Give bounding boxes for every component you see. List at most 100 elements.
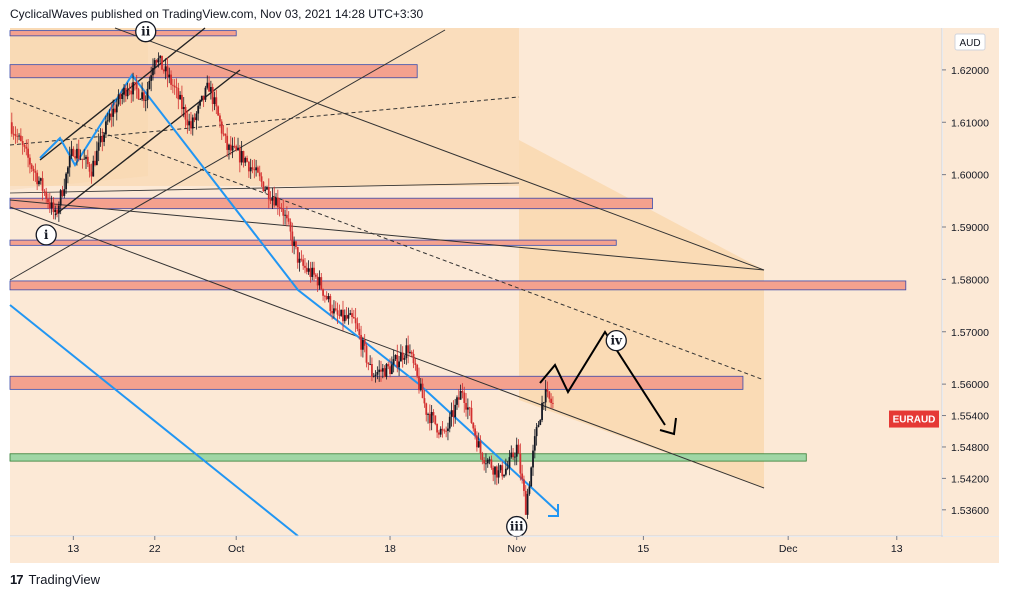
candle-body: [260, 176, 263, 182]
candle-body: [533, 436, 536, 451]
candle-body: [305, 267, 308, 272]
candle-body: [503, 474, 505, 477]
candle-body: [412, 353, 415, 364]
candle-body: [103, 134, 106, 142]
candle-body: [264, 189, 267, 192]
candle-body: [282, 208, 285, 216]
tradingview-footer[interactable]: 17 TradingView: [10, 572, 100, 587]
candle-body: [541, 402, 543, 421]
candle-body: [336, 310, 339, 315]
candle-body: [79, 158, 82, 160]
candle-body: [492, 467, 495, 475]
candle-body: [325, 295, 328, 300]
candle-body: [148, 80, 151, 89]
candle-body: [371, 363, 373, 377]
candle-body: [240, 151, 243, 163]
candle-body: [448, 416, 451, 429]
candle-body: [514, 456, 516, 458]
candle-body: [552, 402, 554, 404]
candle-body: [146, 88, 149, 101]
candle-body: [257, 167, 259, 173]
candle-body: [521, 473, 524, 480]
candle-body: [416, 364, 419, 377]
shaded-impulse-region: [10, 28, 148, 190]
candle-body: [86, 156, 89, 165]
candle-body: [273, 197, 276, 206]
candle-body: [369, 363, 372, 365]
candle-body: [108, 113, 111, 121]
candle-body: [461, 391, 464, 393]
candle-body: [90, 171, 93, 177]
candle-body: [432, 412, 435, 416]
candle-body: [121, 94, 124, 100]
publisher-line: CyclicalWaves published on TradingView.c…: [10, 7, 424, 21]
candle-body: [485, 463, 487, 465]
candle-body: [428, 413, 431, 424]
candle-body: [267, 187, 270, 200]
candle-body: [12, 133, 15, 135]
zone-resistance-1: [9, 64, 418, 79]
candle-body: [285, 214, 288, 219]
candle-body: [184, 107, 187, 120]
candle-body: [182, 107, 185, 110]
candle-body: [21, 140, 24, 146]
candle-body: [159, 55, 162, 59]
price-zones: [9, 30, 907, 462]
wave-circle-iv: [605, 330, 627, 352]
candle-body: [535, 427, 538, 437]
candle-body: [445, 430, 448, 432]
candle-body: [197, 105, 200, 114]
candle-body: [67, 167, 69, 174]
candle-body: [407, 345, 410, 353]
candle-body: [68, 156, 71, 168]
candle-body: [436, 423, 438, 433]
candle-body: [320, 277, 323, 290]
candle-body: [215, 97, 218, 107]
candle-body: [168, 74, 171, 78]
candle-body: [343, 315, 346, 322]
candle-body: [191, 117, 194, 129]
price-axis-bg: [943, 28, 999, 536]
channel-upper-line: [9, 199, 765, 271]
candle-body: [333, 308, 335, 314]
candle-body: [238, 147, 241, 163]
candle-body: [204, 87, 207, 100]
candle-body: [27, 148, 29, 158]
candle-body: [153, 60, 156, 69]
candle-body: [497, 470, 500, 478]
candle-body: [47, 198, 49, 203]
candle-body: [77, 148, 80, 159]
candle-body: [247, 161, 250, 172]
candle-body: [106, 120, 109, 122]
candle-body: [258, 172, 261, 177]
candle-body: [316, 276, 319, 286]
candle-body: [246, 157, 248, 162]
candle-body: [251, 167, 254, 170]
candle-body: [70, 148, 73, 157]
channel-lower-line: [9, 206, 765, 489]
symbol-name: EURAUD: [893, 415, 936, 426]
y-tick-label: 1.60000: [951, 170, 989, 182]
candle-body: [309, 268, 312, 277]
symbol-price-label: [889, 410, 939, 428]
blue-arrow-head: [548, 504, 559, 517]
candle-body: [296, 246, 299, 263]
candle-body: [418, 376, 420, 391]
candle-body: [242, 151, 245, 163]
candle-body: [269, 199, 272, 201]
candle-body: [278, 207, 281, 208]
candle-body: [45, 191, 48, 199]
tradingview-logo-icon: 17: [10, 572, 24, 587]
currency-label: AUD: [959, 38, 980, 49]
candle-body: [115, 104, 118, 113]
candle-body: [488, 459, 491, 461]
candle-body: [233, 145, 236, 147]
candle-body: [29, 157, 31, 165]
candle-body: [199, 100, 201, 106]
candle-body: [410, 351, 413, 354]
candle-body: [173, 85, 176, 88]
candle-body: [179, 94, 182, 100]
candle-body: [470, 407, 473, 423]
y-tick-label: 1.54800: [951, 442, 989, 454]
